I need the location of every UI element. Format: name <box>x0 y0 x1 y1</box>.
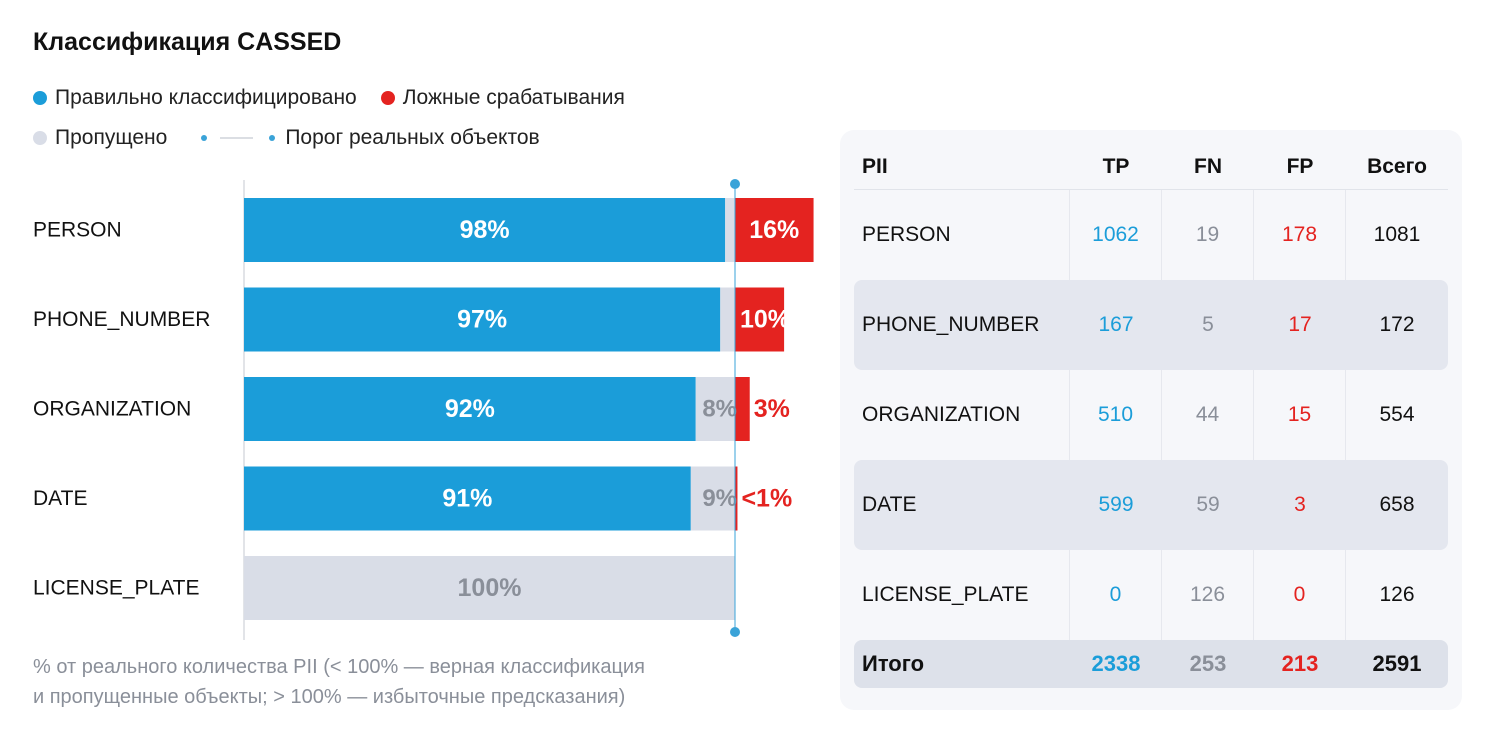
chart-title: Классификация CASSED <box>33 28 342 56</box>
total-fp: 213 <box>1254 640 1346 688</box>
category-label: LICENSE_PLATE <box>33 577 200 600</box>
legend-label-tp: Правильно классифицировано <box>55 86 357 109</box>
threshold-top-dot <box>730 179 740 189</box>
table-row: DATE 599 59 3 658 <box>854 460 1448 550</box>
label-tp: 92% <box>445 395 495 423</box>
bar-fn <box>725 198 735 262</box>
label-tp: 91% <box>442 485 492 513</box>
cell-fp: 3 <box>1254 460 1346 550</box>
bar-fp <box>735 466 738 531</box>
category-label: PHONE_NUMBER <box>33 308 210 331</box>
label-fp: 10% <box>740 306 790 334</box>
legend-item-fp: Ложные срабатывания <box>380 86 625 110</box>
bar-tp <box>244 377 696 441</box>
cell-total: 172 <box>1346 280 1448 370</box>
legend-label-fn: Пропущено <box>55 126 168 149</box>
label-tp: 97% <box>457 306 507 334</box>
cell-total: 1081 <box>1373 223 1421 246</box>
table-row: ORGANIZATION 510 44 15 554 <box>854 370 1448 460</box>
bar-fp <box>735 287 785 352</box>
cell-fn: 126 <box>1162 550 1254 640</box>
bar-fp <box>735 198 814 262</box>
label-fn: 8% <box>702 396 737 423</box>
bar-fn <box>244 556 735 620</box>
cell-fn: 44 <box>1162 370 1254 460</box>
cell-name: DATE <box>854 460 1070 550</box>
cell-tp: 167 <box>1070 280 1162 370</box>
table-row: PERSON 1062 19 178 1081 <box>854 190 1448 280</box>
header-pii: PII <box>854 144 1070 190</box>
total-total: 2591 <box>1346 640 1448 688</box>
bar-fn <box>695 377 735 441</box>
cell-fp: 178 <box>1254 190 1346 280</box>
bar-fp <box>735 377 750 441</box>
cell-tp: 0 <box>1070 550 1162 640</box>
header-total: Всего <box>1346 144 1448 190</box>
cell-fn: 5 <box>1162 280 1254 370</box>
bar-tp <box>244 198 726 262</box>
legend-swatch-fp <box>380 91 395 105</box>
bar-chart: PERSON 98% 16% PHONE_NUMBER 97% 10% ORGANIZATI… <box>33 179 814 640</box>
total-name: Итого <box>854 640 1070 688</box>
label-fp: 3% <box>754 395 790 423</box>
legend-item-threshold: Порог реальных объектов <box>191 126 540 150</box>
cell-tp: 1062 <box>1070 190 1162 280</box>
table-total-row: Итого 2338 253 213 2591 <box>854 640 1448 688</box>
legend-swatch-fn <box>33 131 47 145</box>
cell-tp: 510 <box>1070 370 1162 460</box>
category-label: PERSON <box>33 219 122 242</box>
cell-name: LICENSE_PLATE <box>854 550 1070 640</box>
chart-note-line-2: и пропущенные объекты; > 100% — избыточн… <box>33 686 626 708</box>
cell-total: 126 <box>1379 583 1415 606</box>
category-label: ORGANIZATION <box>33 398 191 421</box>
cell-tp: 599 <box>1070 460 1162 550</box>
table-row: LICENSE_PLATE 0 126 0 126 <box>854 550 1448 640</box>
label-fp: <1% <box>741 485 792 513</box>
total-fn: 253 <box>1162 640 1254 688</box>
pii-table-panel: PII TP FN FP Всего PERSON 1062 19 178 10… <box>840 130 1462 710</box>
legend: Правильно классифицировано Ложные срабат… <box>33 86 649 110</box>
legend-label-threshold: Порог реальных объектов <box>285 126 540 149</box>
legend-swatch-tp <box>33 91 47 105</box>
cell-fp: 0 <box>1254 550 1346 640</box>
label-fn: 100% <box>458 574 522 602</box>
header-tp: TP <box>1070 144 1162 190</box>
bar-tp <box>244 287 721 352</box>
cell-fn: 59 <box>1162 460 1254 550</box>
legend-second-row: Пропущено Порог реальных объектов <box>33 126 564 150</box>
cell-total: 658 <box>1346 460 1448 550</box>
cell-name: PERSON <box>854 190 1070 280</box>
chart-note: % от реального количества PII (< 100% — … <box>33 652 813 712</box>
cell-fp: 15 <box>1254 370 1346 460</box>
legend-item-tp: Правильно классифицировано <box>33 86 357 110</box>
category-label: DATE <box>33 487 87 510</box>
label-fn: 9% <box>702 485 737 512</box>
legend-item-fn: Пропущено <box>33 126 167 150</box>
bar-fn <box>690 466 735 531</box>
chart-note-line-1: % от реального количества PII (< 100% — … <box>33 656 645 678</box>
header-fp: FP <box>1254 144 1346 190</box>
table-row: PHONE_NUMBER 167 5 17 172 <box>854 280 1448 370</box>
cell-name: PHONE_NUMBER <box>854 280 1070 370</box>
bar-fn <box>720 287 735 352</box>
cell-total: 554 <box>1379 403 1415 426</box>
bar-tp <box>244 466 691 531</box>
table-header-row: PII TP FN FP Всего <box>854 144 1448 190</box>
header-fn: FN <box>1162 144 1254 190</box>
legend-label-fp: Ложные срабатывания <box>402 86 625 109</box>
pii-table: PII TP FN FP Всего PERSON 1062 19 178 10… <box>854 144 1448 688</box>
label-tp: 98% <box>460 216 510 244</box>
cell-fn: 19 <box>1162 190 1254 280</box>
label-fp: 16% <box>749 216 799 244</box>
threshold-bottom-dot <box>730 627 740 637</box>
cell-name: ORGANIZATION <box>854 370 1070 460</box>
total-tp: 2338 <box>1070 640 1162 688</box>
cell-fp: 17 <box>1254 280 1346 370</box>
threshold-line-icon <box>201 135 276 141</box>
